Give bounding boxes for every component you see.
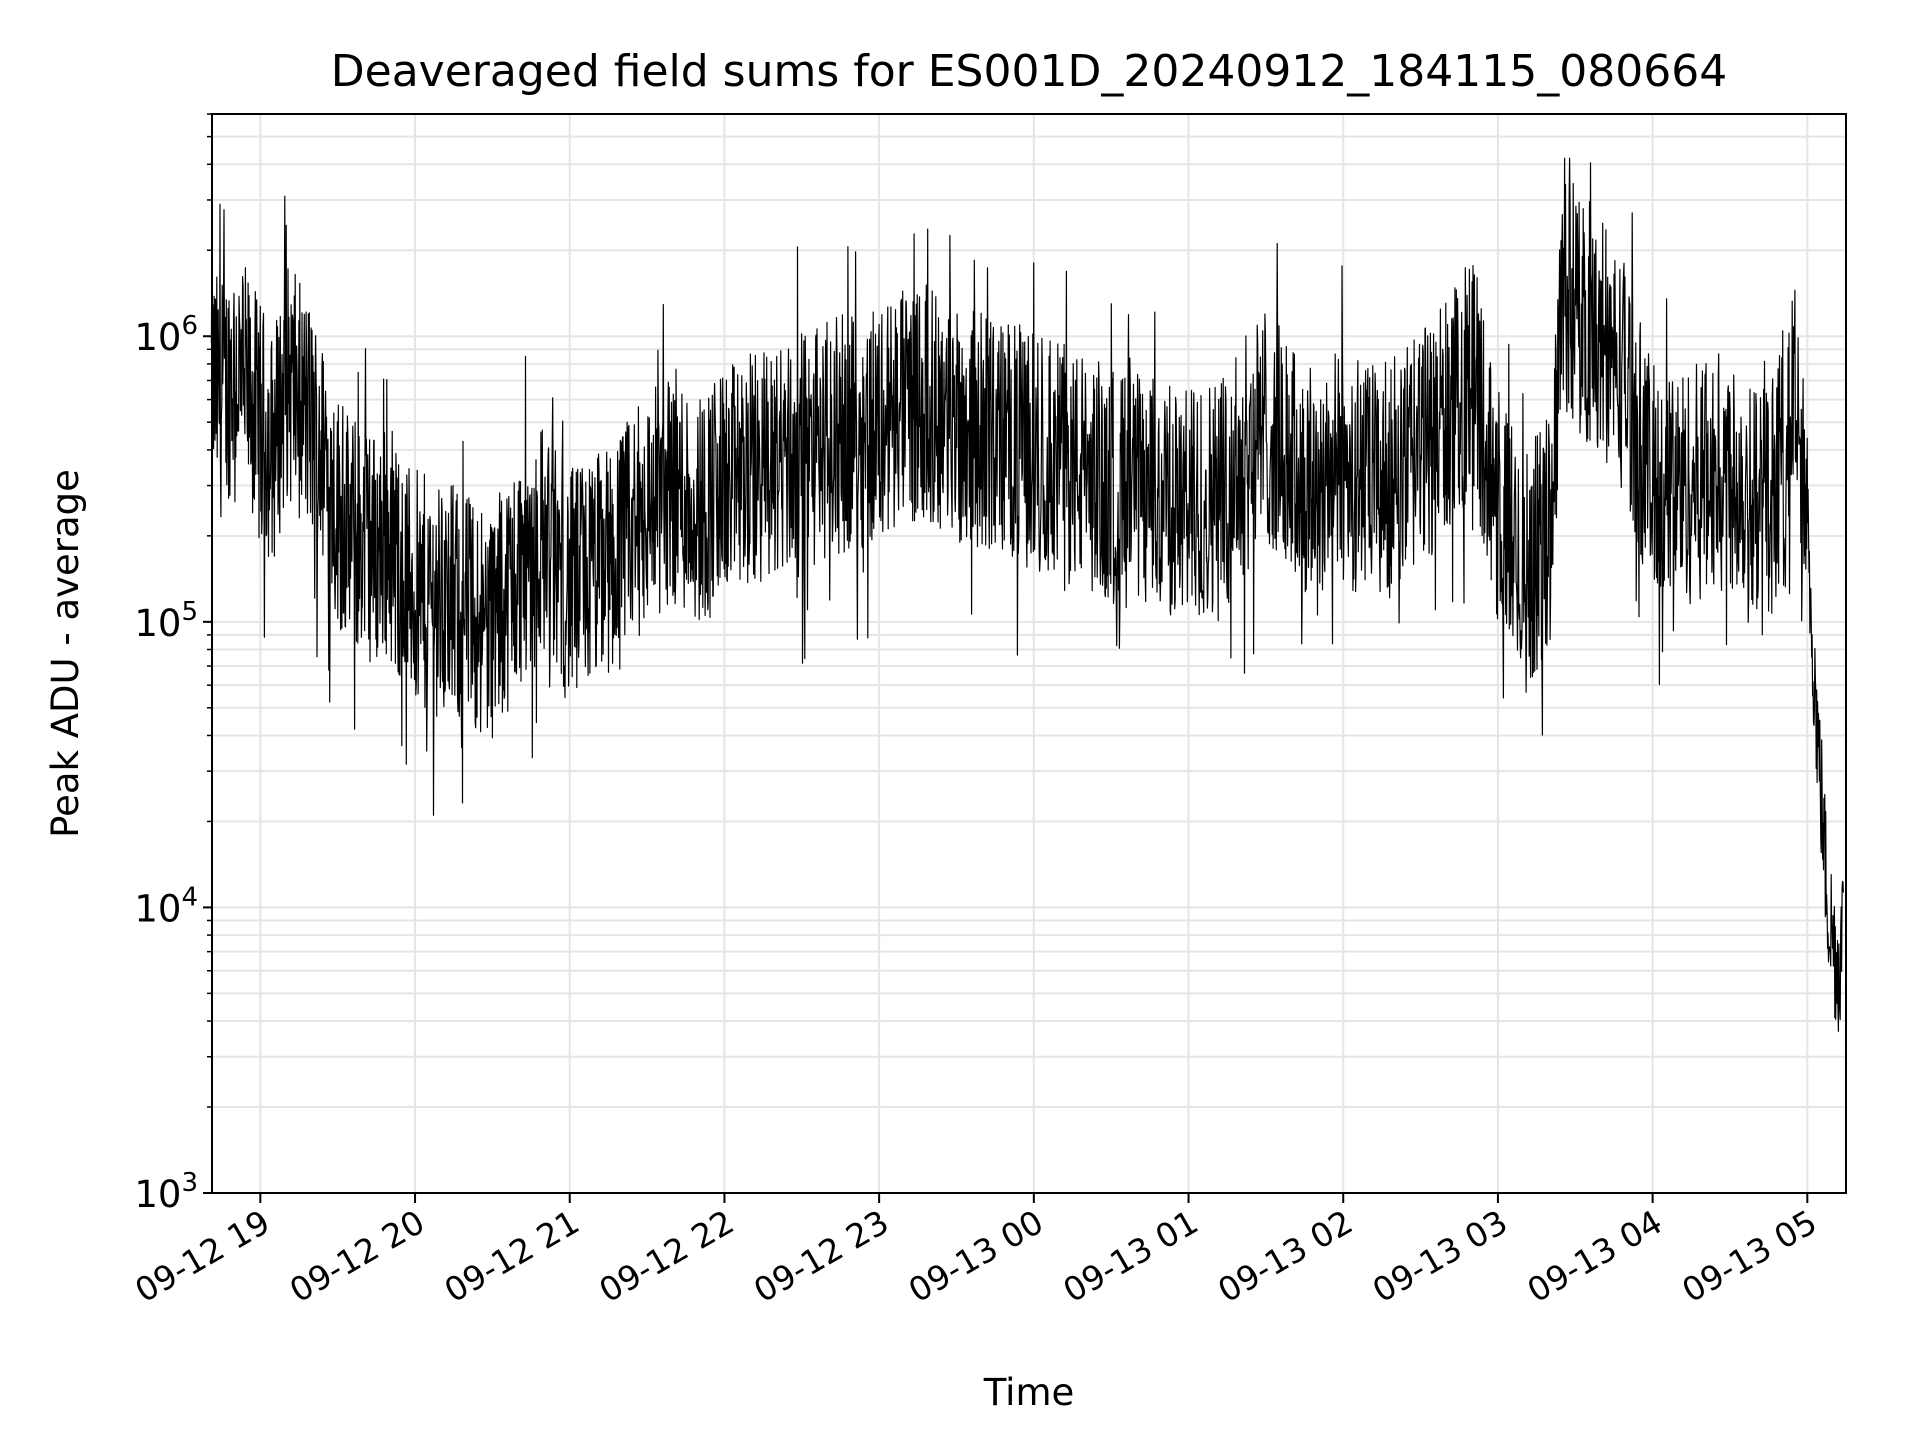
y-tick-label: 106 [134, 311, 198, 359]
y-tick-label: 105 [134, 597, 198, 645]
x-axis-label: Time [983, 1371, 1075, 1414]
plot-frame [211, 113, 1847, 1194]
y-axis-label: Peak ADU - average [44, 469, 87, 838]
chart-title: Deaveraged field sums for ES001D_2024091… [331, 46, 1727, 97]
series-line [210, 157, 1844, 1032]
y-tick-label: 104 [134, 882, 198, 930]
y-tick-label: 103 [134, 1168, 198, 1216]
series-layer [210, 157, 1844, 1032]
